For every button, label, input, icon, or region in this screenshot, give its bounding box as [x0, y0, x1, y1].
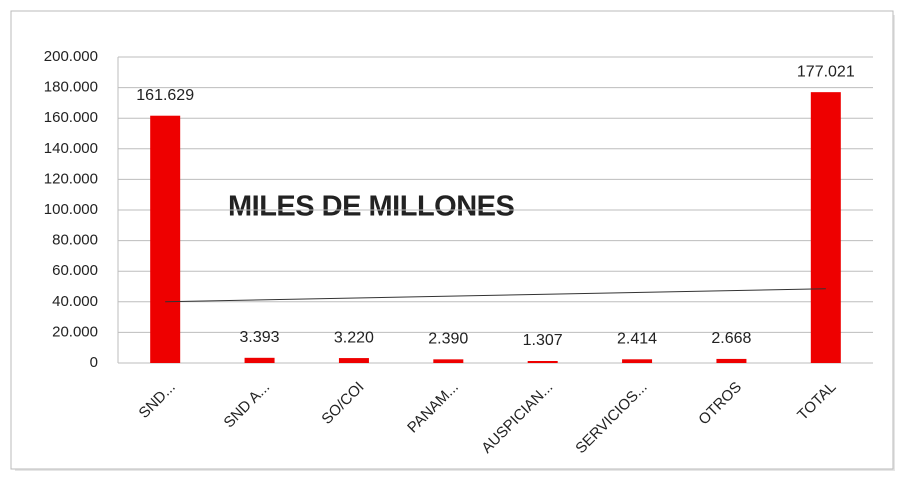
trendline	[165, 288, 826, 303]
y-tick-label: 60.000	[52, 262, 98, 279]
y-tick-label: 40.000	[52, 293, 98, 310]
y-tick-label: 80.000	[52, 232, 98, 249]
y-tick-label: 20.000	[52, 323, 98, 340]
bar	[622, 359, 653, 363]
bar	[244, 357, 275, 363]
y-tick-label: 0	[90, 354, 98, 371]
y-tick-label: 120.000	[44, 170, 98, 187]
annotation: MILES DE MILLONES	[228, 191, 515, 223]
value-label: 3.220	[334, 329, 374, 346]
value-label: 161.629	[136, 87, 194, 104]
y-tick-label: 200.000	[44, 48, 98, 65]
bar	[810, 92, 841, 363]
y-tick-label: 140.000	[44, 140, 98, 157]
value-label: 177.021	[797, 63, 855, 80]
bar	[150, 115, 181, 363]
value-label: 1.307	[523, 332, 563, 349]
value-label: 2.414	[617, 331, 657, 348]
bar	[338, 358, 369, 363]
y-tick-label: 180.000	[44, 79, 98, 96]
bar	[716, 358, 747, 363]
value-label: 2.390	[428, 331, 468, 348]
y-tick-label: 160.000	[44, 109, 98, 126]
bar	[527, 361, 558, 363]
bar	[433, 359, 464, 363]
value-label: 2.668	[711, 330, 751, 347]
y-tick-label: 100.000	[44, 201, 98, 218]
value-label: 3.393	[240, 329, 280, 346]
